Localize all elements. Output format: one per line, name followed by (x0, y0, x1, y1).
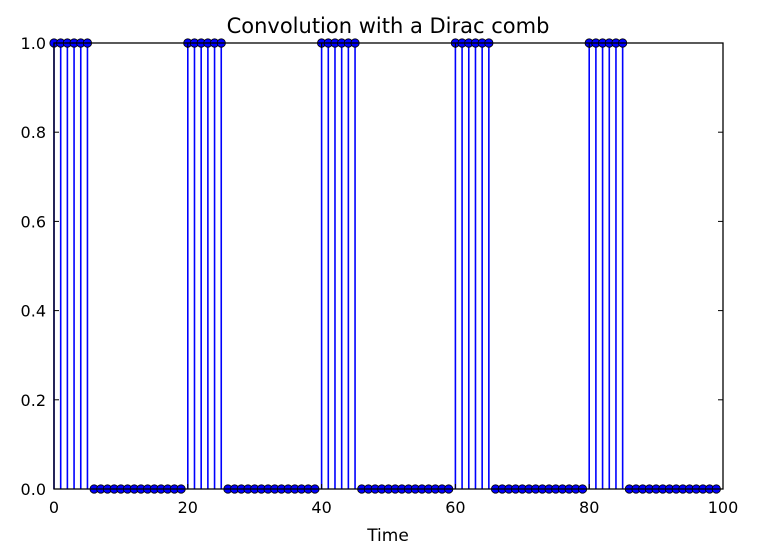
stem-lines (53, 43, 624, 489)
chart-title: Convolution with a Dirac comb (227, 14, 550, 38)
x-tick-label: 0 (49, 498, 59, 517)
stem-markers (49, 38, 721, 494)
y-tick-label: 0.2 (21, 391, 46, 410)
y-tick-label: 0.6 (21, 212, 46, 231)
y-tick-label: 0.8 (21, 123, 46, 142)
x-tick-label: 20 (178, 498, 198, 517)
y-tick-label: 1.0 (21, 34, 46, 53)
x-tick-label: 100 (708, 498, 739, 517)
x-tick-label: 60 (445, 498, 465, 517)
x-axis-label: Time (366, 526, 409, 546)
x-tick-label: 40 (311, 498, 331, 517)
axis-tick-labels: 0 20 40 60 80 100 0.0 0.2 0.4 0.6 0.8 1.0 (21, 34, 739, 517)
y-tick-label: 0.4 (21, 302, 46, 321)
y-tick-label: 0.0 (21, 480, 46, 499)
plot-frame (53, 42, 724, 490)
x-tick-label: 80 (579, 498, 599, 517)
